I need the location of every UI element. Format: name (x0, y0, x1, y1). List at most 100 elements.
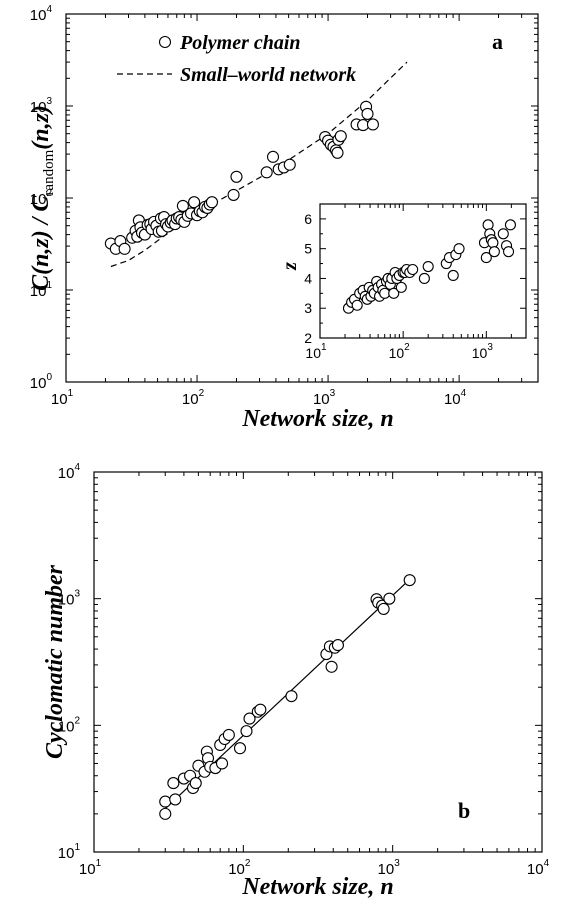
y-tick-label: 104 (58, 462, 81, 482)
data-point (504, 219, 516, 231)
data-point (361, 107, 374, 120)
tick-exponent: 4 (74, 462, 80, 473)
data-point (189, 777, 202, 790)
panel-a-x-axis-label: Network size, n (241, 406, 393, 432)
data-point (222, 728, 235, 741)
tick-exponent: 1 (96, 858, 102, 869)
data-point (159, 807, 172, 820)
data-point (118, 242, 131, 255)
tick-exponent: 2 (46, 188, 52, 199)
x-tick-label: 104 (527, 858, 550, 878)
y-tick-label: 102 (58, 715, 81, 735)
panel-letter-a: a (492, 29, 503, 54)
data-point (422, 260, 434, 273)
x-tick-label: 103 (313, 388, 336, 408)
tick-base: 10 (30, 283, 47, 300)
y-tick-label: 101 (30, 280, 53, 300)
tick-base: 10 (389, 345, 405, 361)
panel-a-y-axis-label: C(n,z) / Crandom(n,z) (28, 105, 57, 291)
data-point (188, 196, 201, 209)
data-point (331, 639, 344, 652)
data-point (325, 660, 338, 673)
panel-b-x-tick-labels: 101 102 103 104 (79, 858, 550, 878)
tick-base: 10 (313, 391, 330, 408)
data-point (159, 795, 172, 808)
legend-label-small-world: Small–world network (180, 64, 356, 86)
y-tick-label: 101 (58, 842, 81, 862)
x-tick-label: 102 (228, 858, 251, 878)
legend-marker-polymer (158, 35, 172, 49)
inset-x-tick-labels: 101 102 103 (305, 342, 493, 361)
x-tick-label: 102 (182, 388, 205, 408)
tick-base: 10 (228, 861, 245, 878)
inset-background (320, 204, 526, 338)
data-point (169, 793, 182, 806)
y-tick-label: 4 (304, 270, 312, 286)
tick-exponent: 3 (74, 589, 80, 600)
data-point (254, 703, 267, 716)
data-point (260, 166, 273, 179)
tick-base: 10 (378, 861, 395, 878)
y-tick-label: 102 (30, 188, 53, 208)
tick-exponent: 3 (330, 388, 336, 399)
tick-exponent: 3 (46, 96, 52, 107)
tick-base: 10 (305, 345, 321, 361)
data-point (233, 742, 247, 755)
tick-base: 10 (58, 592, 75, 609)
tick-exponent: 1 (46, 280, 52, 291)
y-tick-label: 2 (304, 330, 312, 346)
data-point (482, 219, 494, 231)
panel-a-ticks (65, 13, 539, 383)
tick-exponent: 2 (74, 715, 80, 726)
y-tick-label: 103 (30, 96, 53, 116)
data-point (285, 690, 298, 703)
tick-exponent: 4 (461, 388, 467, 399)
data-point (377, 602, 390, 615)
data-point (167, 777, 180, 790)
tick-base: 10 (527, 861, 544, 878)
inset-frame (319, 203, 527, 339)
y-tick-label: 6 (304, 211, 312, 227)
data-point (215, 757, 229, 770)
data-point (388, 287, 400, 299)
x-tick-label: 104 (444, 388, 467, 408)
data-point (331, 146, 344, 159)
x-tick-label: 101 (79, 858, 102, 878)
data-point (407, 263, 419, 276)
tick-exponent: 3 (394, 858, 400, 869)
x-tick-label: 101 (51, 388, 74, 408)
y-label-post: (n,z) (28, 105, 54, 150)
data-point (480, 252, 492, 264)
y-label-pre: C(n,z) / C (28, 195, 54, 291)
tick-base: 10 (51, 391, 68, 408)
x-tick-label: 102 (389, 342, 411, 361)
panel-b-frame (93, 471, 543, 853)
panel-b-x-axis-label: Network size, n (241, 874, 393, 900)
data-point (366, 118, 379, 131)
x-tick-label: 103 (378, 858, 401, 878)
data-point (447, 269, 459, 282)
data-point (453, 243, 465, 255)
data-point (334, 130, 347, 143)
tick-base: 10 (472, 345, 488, 361)
inset-points (342, 219, 516, 314)
tick-base: 10 (58, 465, 75, 482)
panel-a-x-tick-labels: 101 102 103 104 (51, 388, 467, 408)
tick-base: 10 (58, 718, 75, 735)
tick-base: 10 (79, 861, 96, 878)
y-tick-label: 3 (304, 300, 312, 316)
tick-base: 10 (444, 391, 461, 408)
data-point (497, 228, 509, 240)
data-point (243, 712, 256, 725)
legend: Polymer chain Small–world network (117, 32, 356, 86)
data-point (502, 246, 515, 258)
data-point (383, 592, 396, 605)
inset-y-axis-label: z (279, 262, 301, 271)
y-label-sub: random (41, 149, 57, 195)
